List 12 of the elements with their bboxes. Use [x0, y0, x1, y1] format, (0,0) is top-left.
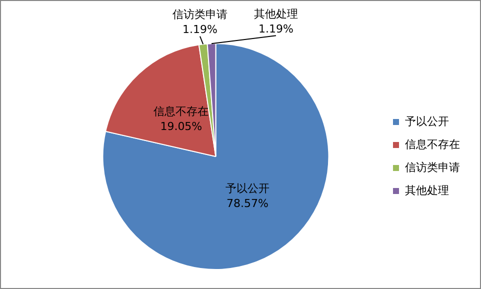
data-label: 1.19%: [182, 23, 218, 36]
data-label: 78.57%: [226, 197, 268, 210]
slice-label: 信息不存在: [154, 105, 209, 118]
slice-label: 信访类申请: [172, 8, 228, 22]
legend-label: 信息不存在: [405, 138, 460, 151]
legend-label: 予以公开: [405, 114, 449, 128]
data-label: 19.05%: [160, 120, 202, 134]
slice-label: 予以公开: [225, 182, 270, 196]
legend-label: 其他处理: [405, 184, 449, 197]
data-label: 1.19%: [258, 22, 294, 36]
slice-label: 其他处理: [254, 7, 298, 20]
legend-label: 信访类申请: [405, 160, 460, 174]
